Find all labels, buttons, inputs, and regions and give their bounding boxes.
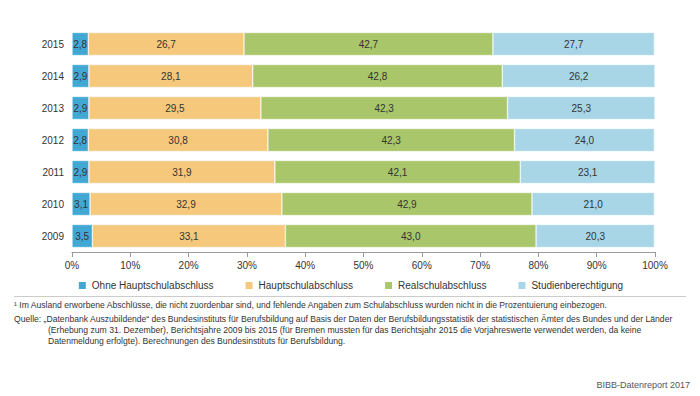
svg-text:30%: 30%	[237, 260, 257, 271]
svg-text:26,2: 26,2	[569, 71, 589, 82]
svg-text:2013: 2013	[42, 103, 65, 114]
svg-text:29,5: 29,5	[165, 103, 185, 114]
svg-text:Hauptschulabschluss: Hauptschulabschluss	[259, 280, 354, 291]
svg-text:28,1: 28,1	[161, 71, 181, 82]
svg-text:2,8: 2,8	[73, 135, 87, 146]
svg-text:32,9: 32,9	[176, 199, 196, 210]
svg-text:2,8: 2,8	[73, 39, 87, 50]
svg-text:2009: 2009	[42, 231, 65, 242]
svg-text:50%: 50%	[353, 260, 373, 271]
svg-text:30,8: 30,8	[168, 135, 188, 146]
svg-text:Realschulabschluss: Realschulabschluss	[398, 280, 486, 291]
svg-text:0%: 0%	[65, 260, 80, 271]
svg-text:80%: 80%	[528, 260, 548, 271]
svg-text:2010: 2010	[42, 199, 65, 210]
svg-text:10%: 10%	[120, 260, 140, 271]
svg-text:20%: 20%	[179, 260, 199, 271]
svg-text:2,9: 2,9	[74, 167, 88, 178]
svg-text:2014: 2014	[42, 71, 65, 82]
svg-text:2015: 2015	[42, 39, 65, 50]
svg-text:27,7: 27,7	[564, 39, 584, 50]
svg-text:2011: 2011	[42, 167, 64, 178]
svg-text:23,1: 23,1	[578, 167, 598, 178]
svg-text:2,9: 2,9	[74, 71, 88, 82]
svg-text:20,3: 20,3	[586, 231, 606, 242]
html-text:BIBB-Datenreport 2017: BIBB-Datenreport 2017	[596, 380, 690, 390]
svg-text:3,1: 3,1	[74, 199, 88, 210]
svg-text:3,5: 3,5	[75, 231, 89, 242]
svg-text:42,3: 42,3	[374, 103, 394, 114]
svg-text:40%: 40%	[295, 260, 315, 271]
svg-text:33,1: 33,1	[179, 231, 199, 242]
svg-text:2012: 2012	[42, 135, 65, 146]
html-text:¹ Im Ausland erworbene Abschlü: ¹ Im Ausland erworbene Abschlüsse, die n…	[14, 300, 607, 310]
svg-text:42,3: 42,3	[381, 135, 401, 146]
svg-text:42,7: 42,7	[359, 39, 379, 50]
svg-text:21,0: 21,0	[583, 199, 603, 210]
svg-text:31,9: 31,9	[172, 167, 192, 178]
svg-text:24,0: 24,0	[575, 135, 595, 146]
svg-text:70%: 70%	[470, 260, 490, 271]
svg-text:60%: 60%	[412, 260, 432, 271]
svg-text:90%: 90%	[587, 260, 607, 271]
html-text:Quelle: „Datenbank Auszubilden: Quelle: „Datenbank Auszubildende“ des Bu…	[14, 314, 673, 346]
svg-text:42,1: 42,1	[388, 167, 408, 178]
svg-text:42,8: 42,8	[368, 71, 388, 82]
svg-text:Ohne Hauptschulabschluss: Ohne Hauptschulabschluss	[92, 280, 214, 291]
svg-text:26,7: 26,7	[156, 39, 176, 50]
svg-text:25,3: 25,3	[572, 103, 592, 114]
svg-text:2,9: 2,9	[74, 103, 88, 114]
svg-text:43,0: 43,0	[401, 231, 421, 242]
svg-text:42,9: 42,9	[397, 199, 417, 210]
svg-text:Studienberechtigung: Studienberechtigung	[531, 280, 623, 291]
svg-text:100%: 100%	[642, 260, 668, 271]
